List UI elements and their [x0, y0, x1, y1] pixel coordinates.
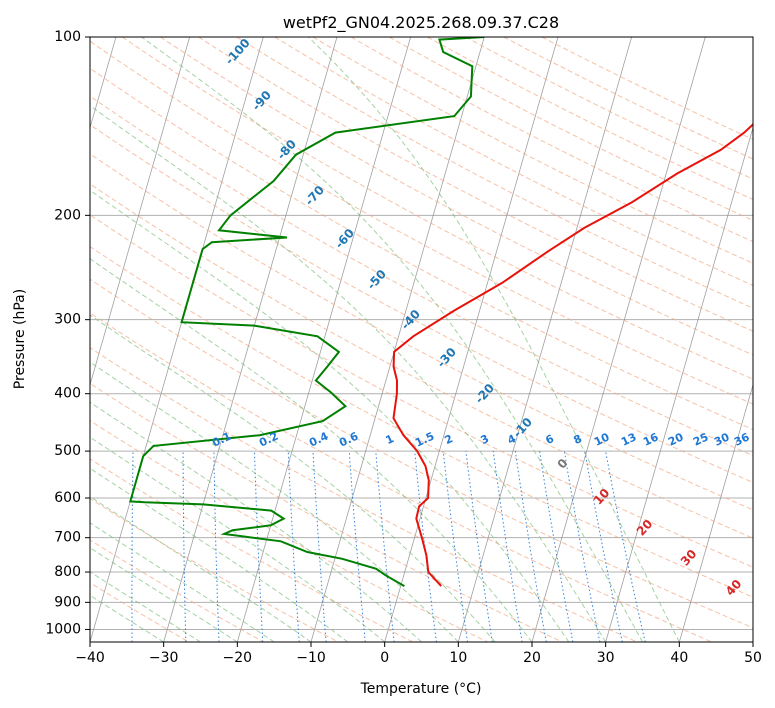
y-tick-label: 200: [54, 207, 81, 223]
dry-adiabat-line: [90, 539, 264, 642]
mixing-ratio-label: 25: [691, 430, 710, 448]
isotherm-line: [752, 640, 753, 642]
y-tick-label: 900: [54, 594, 81, 610]
mixing-ratio-line: [82, 451, 86, 642]
y-tick-label: 300: [54, 312, 81, 328]
x-tick-label: −10: [296, 650, 326, 666]
mixing-ratio-line: [584, 451, 623, 642]
mixing-ratio-line: [414, 451, 437, 642]
dewpoint-profile-line: [128, 37, 485, 587]
isotherm-line: [678, 383, 753, 642]
background-lines: [82, 37, 753, 642]
dry-adiabat-line: [503, 37, 753, 160]
isotherm-line: [236, 37, 412, 642]
mixing-ratio-line: [563, 451, 601, 642]
mixing-ratio-label: 13: [619, 430, 638, 448]
series-lines: [128, 37, 753, 587]
y-tick-label: 500: [54, 443, 81, 459]
moist-adiabat-line: [90, 258, 533, 642]
mixing-ratio-line: [465, 451, 493, 642]
y-tick-label: 400: [54, 386, 81, 402]
mixing-ratio-label: 36: [732, 430, 752, 448]
mixing-ratio-line: [442, 451, 468, 642]
dry-adiabat-line: [427, 37, 753, 201]
y-tick-label: 600: [54, 490, 81, 506]
dry-adiabat-line: [90, 278, 753, 629]
moist-adiabat-line: [141, 37, 643, 642]
x-tick-label: −40: [75, 650, 105, 666]
mixing-ratio-label: 16: [641, 430, 661, 448]
dry-adiabat-line: [90, 95, 753, 457]
y-axis-label: Pressure (hPa): [12, 289, 28, 389]
moist-adiabat-line: [90, 105, 607, 642]
moist-adiabat-line: [90, 401, 422, 642]
y-tick-label: 700: [54, 530, 81, 546]
dry-adiabat-line: [90, 153, 753, 511]
y-tick-label: 100: [54, 29, 81, 45]
y-tick-label: 800: [54, 564, 81, 580]
mixing-ratio-label: 10: [592, 430, 612, 448]
x-axis-label: Temperature (°C): [360, 681, 482, 697]
isotherm-line: [457, 37, 633, 642]
temperature-profile-line: [392, 123, 753, 587]
plot-frame: [89, 36, 754, 643]
dry-adiabat-line: [160, 37, 753, 356]
axes: −40 −30 −20 −10 0 10 20 30 40 50 100 200 300 400 500 60…: [45, 29, 762, 666]
dry-adiabat-line: [90, 40, 753, 405]
x-tick-label: 20: [523, 650, 541, 666]
mixing-ratio-line: [348, 451, 366, 642]
x-tick-label: 40: [670, 650, 688, 666]
isotherm-line: [605, 126, 753, 642]
x-tick-label: −20: [223, 650, 253, 666]
isotherm-line: [384, 37, 559, 642]
mixing-ratio-line: [605, 451, 646, 642]
isotherm-line: [531, 37, 706, 642]
plot-background: [90, 37, 753, 642]
moist-adiabat-line: [90, 361, 459, 642]
moist-adiabat-line: [90, 314, 496, 642]
x-tick-label: 0: [380, 650, 389, 666]
dry-adiabat-line: [90, 67, 753, 431]
isotherm-line: [90, 37, 191, 387]
dry-adiabat-line: [198, 37, 753, 332]
moist-adiabat-line: [90, 467, 349, 642]
dry-adiabat-line: [90, 124, 753, 484]
dry-adiabat-line: [90, 498, 339, 642]
moist-adiabat-line: [90, 436, 386, 642]
mixing-ratio-label: 20: [666, 430, 686, 448]
dry-adiabat-line: [350, 37, 753, 243]
x-tick-label: 10: [449, 650, 467, 666]
mixing-ratio-line: [375, 451, 395, 642]
y-tick-label: 1000: [45, 621, 81, 637]
x-tick-label: 50: [744, 650, 762, 666]
mixing-ratio-label: 30: [712, 430, 732, 448]
isotherm-line: [163, 37, 338, 642]
dry-adiabat-line: [274, 37, 753, 287]
dry-adiabat-line: [90, 458, 414, 642]
moist-adiabat-line: [90, 189, 570, 642]
mixing-ratio-line: [492, 451, 523, 642]
x-tick-label: −30: [149, 650, 179, 666]
x-tick-label: 30: [597, 650, 615, 666]
dry-adiabat-line: [90, 214, 753, 568]
dry-adiabat-line: [121, 37, 753, 380]
chart-title: wetPf2_GN04.2025.268.09.37.C28: [283, 13, 559, 33]
